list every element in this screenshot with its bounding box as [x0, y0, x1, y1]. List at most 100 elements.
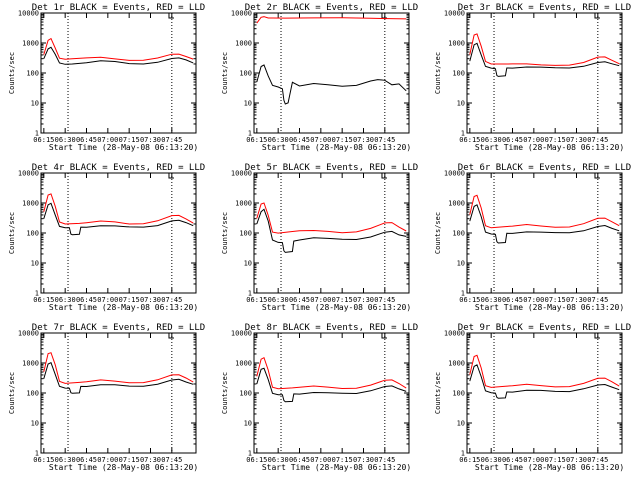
plot-title: Det 7r BLACK = Events, RED = LLD — [32, 323, 205, 333]
lld-series-line — [256, 202, 407, 234]
plot-frame — [466, 172, 623, 294]
x-tick-label: 06:45 — [289, 456, 310, 464]
x-tick-label: 07:45 — [374, 136, 395, 144]
top-bracket-marker — [168, 333, 174, 339]
plot-title: Det 6r BLACK = Events, RED = LLD — [458, 163, 631, 173]
plot-frame — [466, 12, 623, 134]
lld-series-line — [256, 16, 407, 24]
x-tick-label: 06:45 — [76, 136, 97, 144]
top-bracket-marker — [168, 173, 174, 179]
x-tick-label: 06:45 — [502, 456, 523, 464]
y-tick-label: 10000 — [231, 170, 252, 178]
y-tick-label: 100 — [452, 70, 465, 78]
events-series-line — [256, 208, 407, 253]
y-axis-label: Counts/sec — [434, 372, 442, 414]
lld-series-line — [43, 37, 194, 61]
y-tick-label: 1000 — [22, 360, 39, 368]
x-tick-label: 07:15 — [545, 296, 566, 304]
events-series-line — [469, 364, 620, 399]
y-tick-label: 10 — [31, 420, 39, 428]
plot-title: Det 5r BLACK = Events, RED = LLD — [245, 163, 418, 173]
x-tick-label: 06:45 — [289, 296, 310, 304]
top-bracket-marker — [381, 333, 387, 339]
x-tick-label: 07:30 — [353, 136, 374, 144]
x-tick-label: 07:00 — [523, 456, 544, 464]
top-bracket-marker — [168, 13, 174, 19]
x-axis-label: Start Time (28-May-08 06:13:20) — [49, 463, 198, 472]
y-tick-label: 1000 — [22, 200, 39, 208]
y-tick-label: 100 — [26, 70, 39, 78]
x-axis-label: Start Time (28-May-08 06:13:20) — [49, 143, 198, 152]
x-tick-label: 07:30 — [353, 296, 374, 304]
x-tick-label: 06:45 — [502, 136, 523, 144]
events-series-line — [469, 42, 620, 77]
x-tick-label: 06:30 — [268, 296, 289, 304]
y-axis-label: Counts/sec — [8, 52, 16, 94]
plot-frame — [40, 172, 197, 294]
x-axis-label: Start Time (28-May-08 06:13:20) — [262, 463, 411, 472]
x-axis-label: Start Time (28-May-08 06:13:20) — [262, 303, 411, 312]
x-tick-label: 07:30 — [566, 296, 587, 304]
x-tick-label: 07:45 — [587, 136, 608, 144]
x-tick-label: 06:30 — [481, 296, 502, 304]
y-axis-label: Counts/sec — [8, 212, 16, 254]
x-tick-label: 06:15 — [246, 136, 267, 144]
x-tick-label: 07:30 — [353, 456, 374, 464]
y-axis-label: Counts/sec — [8, 372, 16, 414]
plot-title: Det 4r BLACK = Events, RED = LLD — [32, 163, 205, 173]
y-tick-label: 1000 — [448, 40, 465, 48]
x-tick-label: 07:15 — [545, 136, 566, 144]
plot-title: Det 8r BLACK = Events, RED = LLD — [245, 323, 418, 333]
y-tick-label: 10 — [244, 420, 252, 428]
x-tick-label: 06:30 — [268, 136, 289, 144]
x-tick-label: 06:30 — [55, 296, 76, 304]
x-tick-label: 06:15 — [246, 456, 267, 464]
x-tick-label: 07:15 — [332, 296, 353, 304]
x-tick-label: 07:15 — [332, 456, 353, 464]
events-series-line — [469, 204, 620, 244]
y-tick-label: 10 — [31, 100, 39, 108]
x-tick-label: 07:30 — [566, 136, 587, 144]
x-tick-label: 06:30 — [268, 456, 289, 464]
y-tick-label: 10000 — [444, 170, 465, 178]
y-tick-label: 10 — [457, 100, 465, 108]
lld-series-line — [43, 193, 194, 225]
x-tick-label: 06:15 — [459, 456, 480, 464]
y-tick-label: 100 — [452, 390, 465, 398]
x-tick-label: 07:15 — [119, 136, 140, 144]
lld-series-line — [469, 354, 620, 388]
y-tick-label: 10000 — [18, 170, 39, 178]
top-bracket-marker — [381, 173, 387, 179]
y-tick-label: 1000 — [235, 40, 252, 48]
y-axis-label: Counts/sec — [221, 212, 229, 254]
x-tick-label: 06:15 — [459, 296, 480, 304]
y-tick-label: 1 — [461, 130, 465, 138]
x-tick-label: 06:45 — [76, 456, 97, 464]
x-tick-label: 07:45 — [374, 456, 395, 464]
events-series-line — [43, 202, 194, 236]
x-tick-label: 07:30 — [140, 456, 161, 464]
y-tick-label: 100 — [452, 230, 465, 238]
x-axis-label: Start Time (28-May-08 06:13:20) — [49, 303, 198, 312]
y-tick-label: 1000 — [22, 40, 39, 48]
x-tick-label: 07:30 — [566, 456, 587, 464]
y-tick-label: 10 — [244, 100, 252, 108]
x-tick-label: 07:15 — [545, 456, 566, 464]
x-axis-label: Start Time (28-May-08 06:13:20) — [475, 463, 624, 472]
x-axis-label: Start Time (28-May-08 06:13:20) — [262, 143, 411, 152]
x-tick-label: 07:15 — [332, 136, 353, 144]
plot-frame — [40, 12, 197, 134]
lld-series-line — [469, 33, 620, 66]
top-bracket-marker — [594, 13, 600, 19]
y-tick-label: 100 — [26, 390, 39, 398]
y-tick-label: 10000 — [231, 330, 252, 338]
x-tick-label: 07:00 — [523, 136, 544, 144]
plot-frame — [466, 332, 623, 454]
y-axis-label: Counts/sec — [221, 372, 229, 414]
x-tick-label: 07:00 — [523, 296, 544, 304]
x-tick-label: 06:15 — [459, 136, 480, 144]
y-tick-label: 1 — [248, 290, 252, 298]
x-axis-label: Start Time (28-May-08 06:13:20) — [475, 303, 624, 312]
y-tick-label: 10000 — [444, 10, 465, 18]
y-tick-label: 1 — [248, 130, 252, 138]
